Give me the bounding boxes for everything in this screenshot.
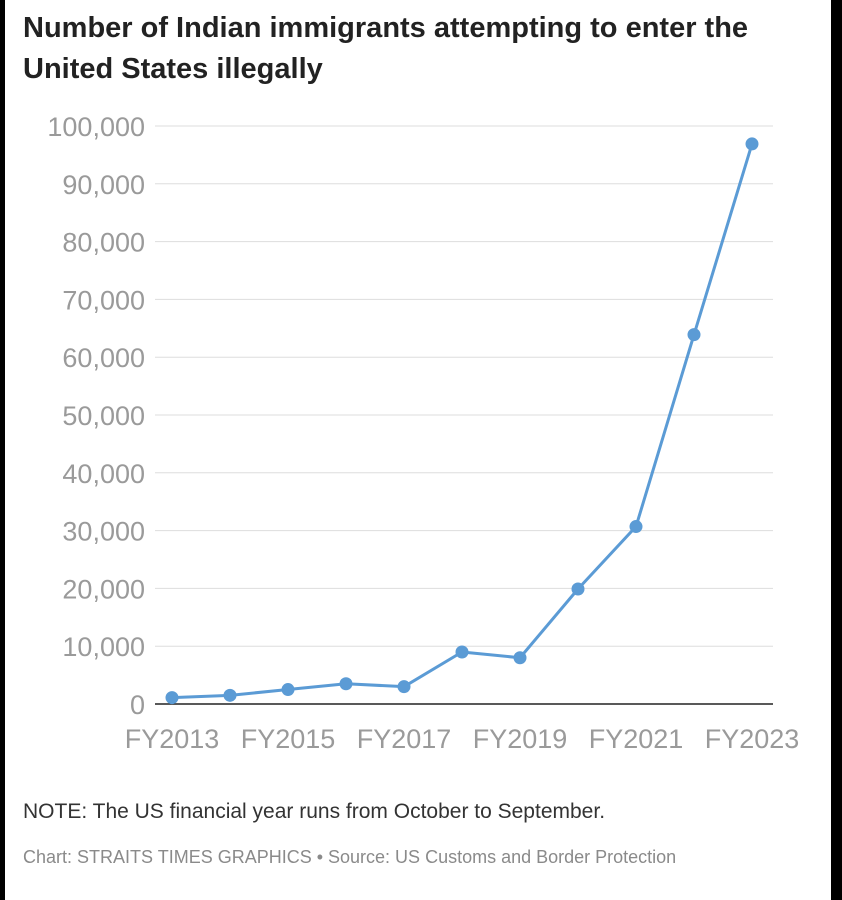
series-line-layer xyxy=(171,143,754,700)
data-point xyxy=(571,582,585,596)
x-tick-label: FY2017 xyxy=(357,724,452,754)
data-point xyxy=(223,688,237,702)
data-point xyxy=(397,680,411,694)
x-tick-label: FY2015 xyxy=(241,724,336,754)
data-point xyxy=(281,683,295,697)
line-chart: 0 10,000 20,000 30,000 40,000 50,000 60,000 70,… xyxy=(47,112,800,754)
gridlines xyxy=(155,125,773,705)
y-tick-label: 80,000 xyxy=(62,228,145,258)
data-point xyxy=(629,520,643,534)
series-points xyxy=(165,137,759,705)
data-point xyxy=(339,677,353,691)
data-point xyxy=(513,651,527,665)
y-tick-label: 90,000 xyxy=(62,170,145,200)
y-axis-ticks: 0 10,000 20,000 30,000 40,000 50,000 60,000 70,… xyxy=(47,112,145,720)
y-tick-label: 40,000 xyxy=(62,459,145,489)
x-tick-label: FY2021 xyxy=(589,724,684,754)
data-point xyxy=(165,691,179,705)
x-tick-label: FY2013 xyxy=(125,724,220,754)
y-tick-label: 30,000 xyxy=(62,517,145,547)
y-tick-label: 10,000 xyxy=(62,632,145,662)
data-point xyxy=(455,645,469,659)
chart-title: Number of Indian immigrants attempting t… xyxy=(23,12,749,85)
chart-card: Number of Indian immigrants attempting t… xyxy=(5,0,831,900)
series-line xyxy=(171,143,754,700)
y-tick-label: 20,000 xyxy=(62,574,145,604)
x-tick-label: FY2019 xyxy=(473,724,568,754)
y-tick-label: 70,000 xyxy=(62,285,145,315)
chart-credit: Chart: STRAITS TIMES GRAPHICS • Source: … xyxy=(23,847,677,867)
y-tick-label: 0 xyxy=(130,690,145,720)
data-point xyxy=(745,137,759,151)
data-point xyxy=(687,328,701,342)
chart-note: NOTE: The US financial year runs from Oc… xyxy=(23,800,606,823)
y-tick-label: 60,000 xyxy=(62,343,145,373)
y-tick-label: 100,000 xyxy=(47,112,145,142)
x-axis-ticks: FY2013 FY2015 FY2017 FY2019 FY2021 FY2023 xyxy=(125,724,800,754)
y-tick-label: 50,000 xyxy=(62,401,145,431)
x-tick-label: FY2023 xyxy=(705,724,800,754)
